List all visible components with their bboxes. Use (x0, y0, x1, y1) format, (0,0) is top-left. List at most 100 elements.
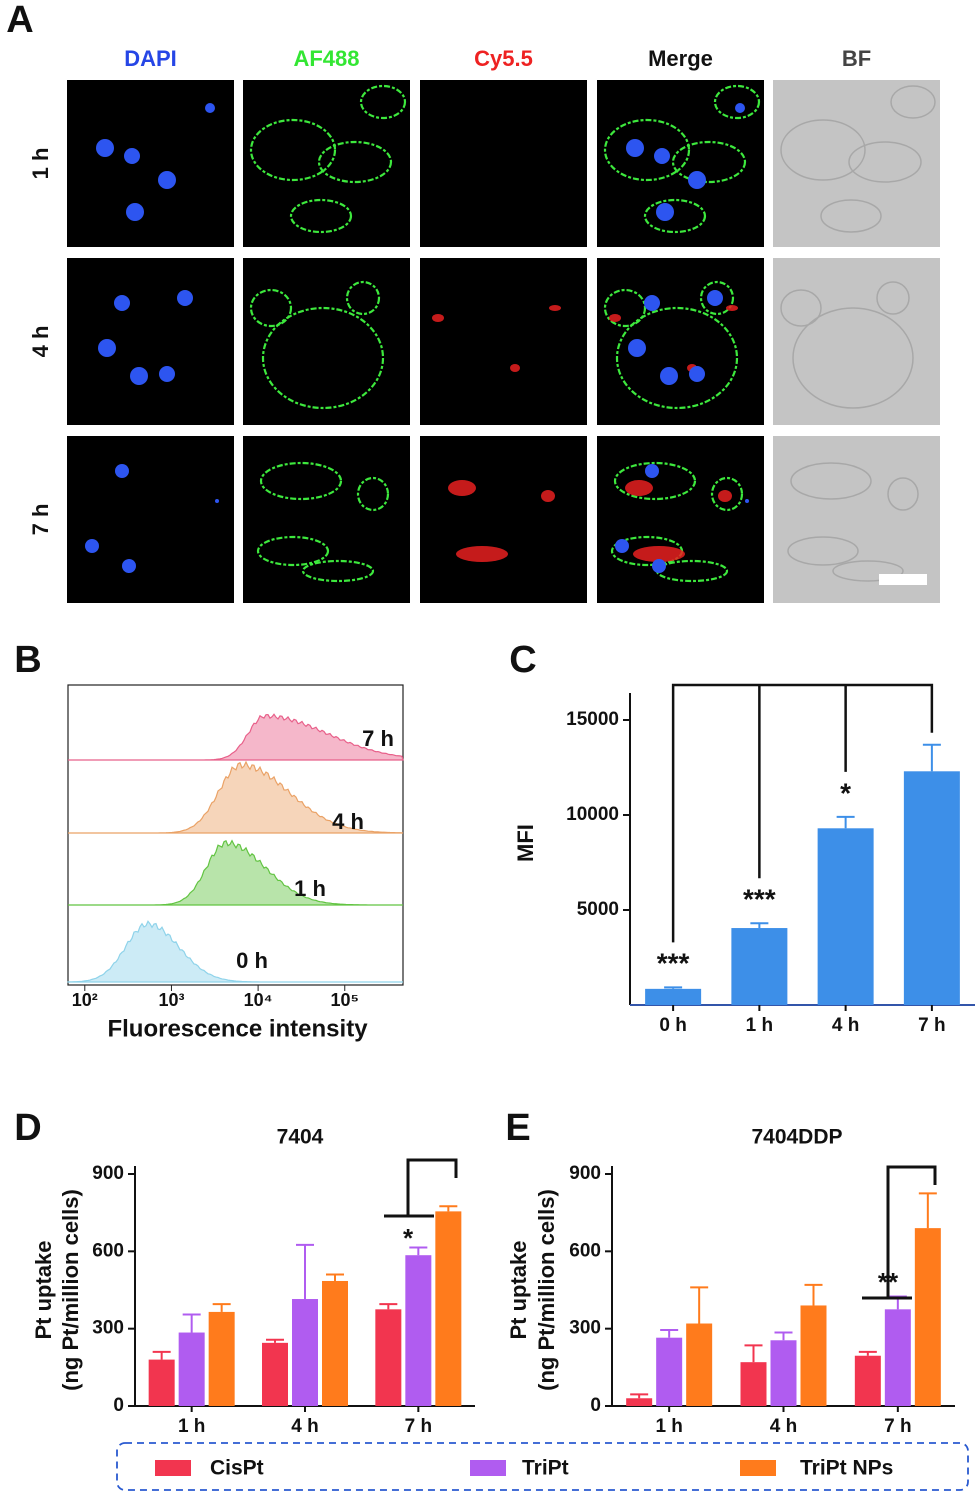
membrane (256, 535, 330, 567)
chart-title: 7404DDP (751, 1126, 842, 1149)
bracket (384, 1158, 458, 1218)
x-tick-label: 10³ (158, 990, 184, 1010)
membrane (713, 84, 761, 120)
series-label: 4 h (332, 809, 364, 834)
micrograph-background (67, 258, 234, 425)
bar (435, 1211, 462, 1406)
bar (375, 1309, 402, 1406)
bar (405, 1255, 432, 1406)
series-label: 0 h (236, 948, 268, 973)
nucleus (689, 366, 705, 382)
membrane (710, 476, 744, 512)
nucleus (707, 290, 723, 306)
nucleus (177, 290, 193, 306)
nucleus (158, 171, 176, 189)
y-tick-label: 300 (569, 1318, 601, 1339)
y-tick-label: 0 (590, 1395, 601, 1416)
micrograph (773, 80, 940, 247)
cell-outline (832, 560, 904, 582)
membrane (301, 559, 375, 583)
bar (656, 1337, 683, 1406)
legend-swatch (155, 1460, 191, 1476)
x-tick-label: 7 h (405, 1416, 432, 1437)
micrograph-background (773, 258, 940, 425)
x-tick-label: 0 h (659, 1015, 686, 1036)
micrograph (243, 258, 410, 425)
membrane (603, 118, 691, 182)
nucleus (688, 171, 706, 189)
red-signal (633, 546, 685, 562)
channel-header: Cy5.5 (474, 46, 533, 71)
significance: *** (657, 948, 690, 979)
cell-outline (820, 199, 882, 233)
bar (686, 1323, 713, 1406)
legend-label: TriPt NPs (800, 1457, 893, 1480)
cell-outline (790, 462, 872, 500)
membrane (356, 476, 390, 512)
micrograph (67, 258, 234, 425)
row-label: 1 h (28, 148, 53, 180)
y-axis-label: (ng Pt/million cells) (58, 1189, 83, 1391)
membrane (259, 461, 343, 501)
micrograph (597, 436, 764, 603)
bar (817, 828, 874, 1005)
x-tick-label: 4 h (832, 1015, 859, 1036)
nucleus (735, 103, 745, 113)
legend-swatch (740, 1460, 776, 1476)
nucleus (660, 367, 678, 385)
legend-label: TriPt (522, 1457, 569, 1480)
cell-outline (890, 85, 936, 119)
y-tick-label: 0 (113, 1395, 124, 1416)
red-signal (541, 490, 555, 502)
panel-label: D (14, 1107, 41, 1149)
histogram (68, 760, 404, 834)
micrograph (243, 436, 410, 603)
bar (262, 1342, 288, 1406)
panel-label: C (509, 639, 536, 681)
y-axis-label: Pt uptake (506, 1240, 531, 1339)
micrograph (773, 436, 940, 603)
cell-outline (848, 141, 922, 183)
x-axis-label: Fluorescence intensity (107, 1015, 368, 1042)
red-signal (549, 305, 561, 311)
micrograph (420, 80, 587, 247)
x-tick-label: 1 h (655, 1416, 682, 1437)
red-signal (456, 546, 508, 562)
channel-header: AF488 (293, 46, 359, 71)
micrograph-background (67, 436, 234, 603)
bar (148, 1359, 175, 1406)
micrograph-background (420, 436, 587, 603)
nucleus (215, 499, 219, 503)
y-tick-label: 900 (92, 1163, 124, 1184)
micrograph-background (597, 258, 764, 425)
micrograph-background (773, 80, 940, 247)
micrograph (420, 258, 587, 425)
nucleus (652, 559, 666, 573)
nucleus (615, 539, 629, 553)
panel-label: E (505, 1107, 530, 1149)
bar (178, 1332, 205, 1406)
y-tick-label: 10000 (566, 804, 619, 825)
scale-bar (879, 574, 927, 585)
nucleus (96, 139, 114, 157)
micrograph-background (420, 80, 587, 247)
channel-header: BF (842, 46, 871, 71)
bracket (862, 1165, 937, 1300)
bar (914, 1228, 941, 1406)
x-tick-label: 10⁴ (244, 990, 273, 1010)
micrograph-background (243, 258, 410, 425)
membrane (615, 306, 739, 410)
cell-outline (780, 119, 866, 181)
red-signal (625, 480, 653, 496)
nucleus (644, 295, 660, 311)
y-tick-label: 15000 (566, 709, 619, 730)
y-tick-label: 600 (92, 1240, 124, 1261)
bracket (671, 683, 934, 943)
y-axis-label: Pt uptake (31, 1240, 56, 1339)
bar (645, 988, 702, 1005)
micrograph (67, 436, 234, 603)
row-label: 7 h (28, 504, 53, 536)
nucleus (126, 203, 144, 221)
bar (770, 1340, 797, 1406)
y-tick-label: 5000 (577, 899, 619, 920)
